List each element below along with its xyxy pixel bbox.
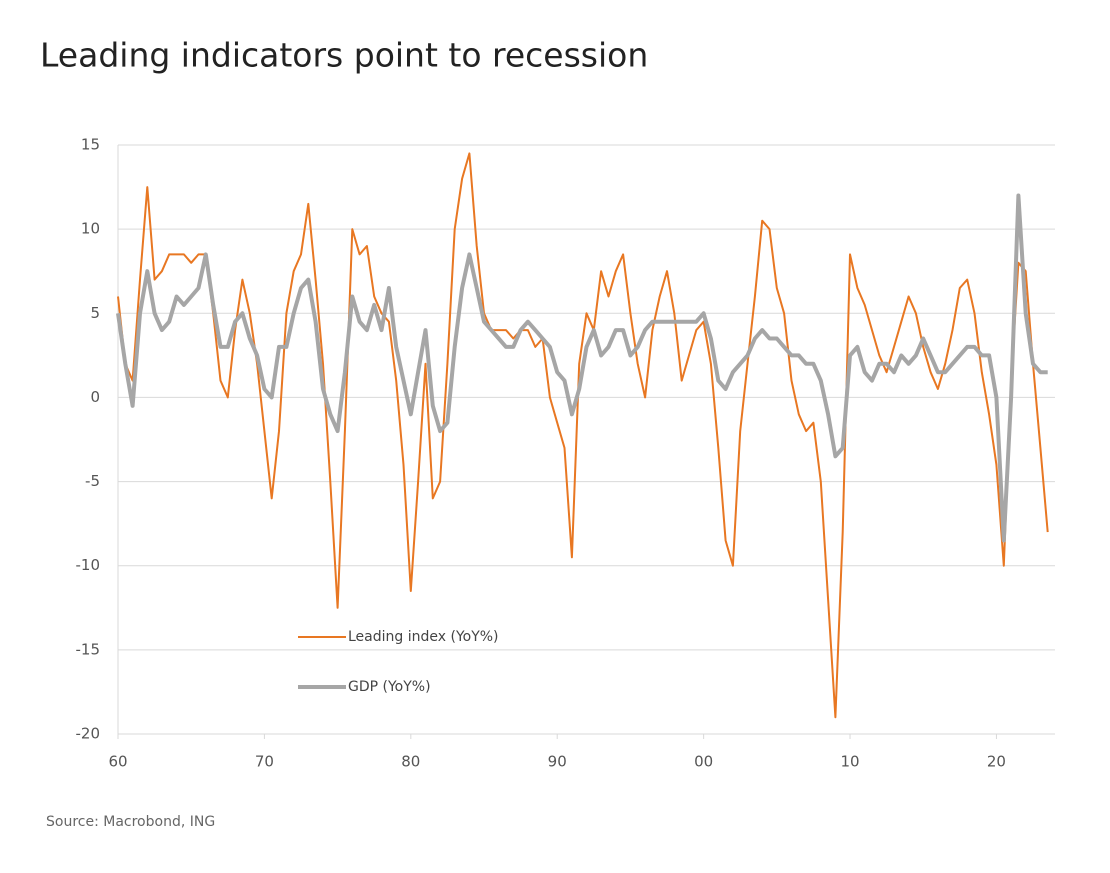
y-tick-label: -15 [76, 640, 101, 658]
y-tick-label: 10 [81, 220, 100, 238]
series-line [117, 152, 1049, 719]
y-tick-label: 15 [81, 136, 100, 154]
legend-label: Leading index (YoY%) [348, 629, 499, 645]
x-tick-label: 20 [987, 753, 1006, 771]
y-tick-label: -5 [85, 472, 100, 490]
x-tick-label: 10 [840, 753, 859, 771]
series-line [116, 193, 1048, 543]
x-tick-label: 00 [694, 753, 713, 771]
x-tick-label: 70 [255, 753, 274, 771]
y-tick-label: 0 [90, 388, 100, 406]
chart-title: Leading indicators point to recession [40, 36, 648, 75]
x-tick-label: 90 [548, 753, 567, 771]
y-tick-label: 5 [90, 304, 100, 322]
source: Source: Macrobond, ING [46, 814, 215, 830]
x-tick-label: 60 [108, 753, 127, 771]
x-tick-label: 80 [401, 753, 420, 771]
y-tick-label: -10 [76, 556, 101, 574]
legend-label: GDP (YoY%) [348, 679, 431, 695]
y-tick-label: -20 [76, 725, 101, 743]
